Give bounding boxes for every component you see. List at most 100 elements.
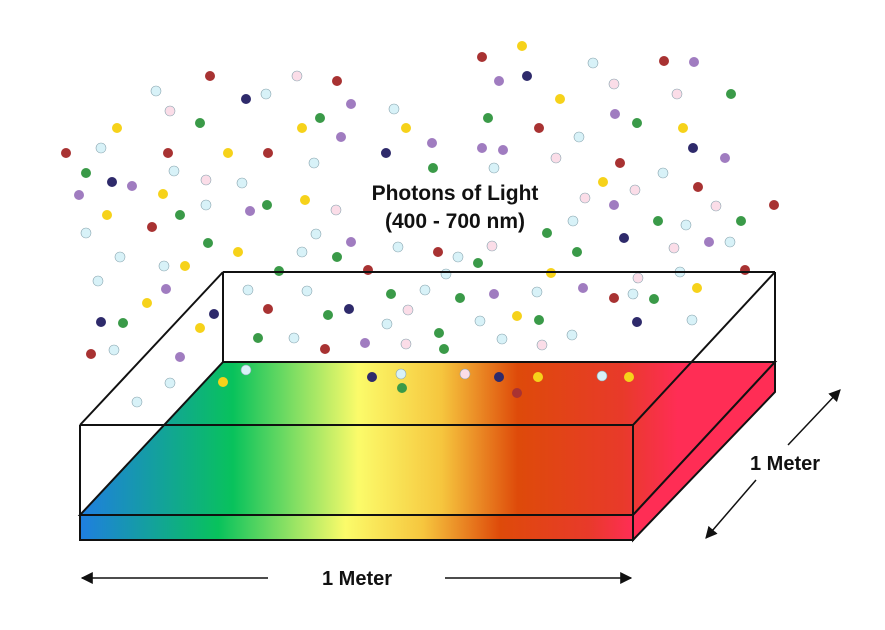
photon-dot — [200, 174, 212, 186]
photon-dot — [629, 184, 641, 196]
photon-dot — [668, 242, 680, 254]
photon-dot — [572, 247, 582, 257]
box-back-edges — [222, 271, 776, 362]
photon-dot — [419, 284, 431, 296]
photon-dot — [263, 304, 273, 314]
photon-dot — [147, 222, 157, 232]
photon-dot — [363, 265, 373, 275]
photon-dot — [533, 372, 543, 382]
photon-dot — [260, 88, 272, 100]
photon-dot — [649, 294, 659, 304]
photon-dot — [433, 247, 443, 257]
photon-dot — [596, 370, 608, 382]
photon-dot — [688, 143, 698, 153]
photon-dot — [158, 189, 168, 199]
photon-dot — [704, 237, 714, 247]
photon-dot — [315, 113, 325, 123]
photon-dot — [241, 94, 251, 104]
photon-dot — [578, 283, 588, 293]
photon-dot — [555, 94, 565, 104]
photon-dot — [195, 323, 205, 333]
photon-dot — [108, 344, 120, 356]
photon-dot — [494, 76, 504, 86]
photon-dot — [736, 216, 746, 226]
photon-dot — [769, 200, 779, 210]
photon-dot — [401, 123, 411, 133]
photon-dot — [346, 237, 356, 247]
photon-dot — [388, 103, 400, 115]
photon-dot — [205, 71, 215, 81]
photon-dot — [434, 328, 444, 338]
photon-dot — [291, 70, 303, 82]
photon-dot — [346, 99, 356, 109]
photon-dot — [381, 148, 391, 158]
photon-dot — [332, 252, 342, 262]
photon-dot — [653, 216, 663, 226]
photon-dot — [161, 284, 171, 294]
photon-dot — [209, 309, 219, 319]
photon-dot — [150, 85, 162, 97]
photon-dot — [692, 283, 702, 293]
photon-dot — [686, 314, 698, 326]
photon-dot — [131, 396, 143, 408]
photon-dot — [542, 228, 552, 238]
photon-dot — [164, 377, 176, 389]
photon-dot — [175, 210, 185, 220]
photon-dot — [344, 304, 354, 314]
photon-dot — [74, 190, 84, 200]
photon-dot — [397, 383, 407, 393]
photon-dot — [534, 315, 544, 325]
photon-dot — [632, 317, 642, 327]
photon-dot — [330, 204, 342, 216]
photon-dot — [473, 258, 483, 268]
photon-dot — [92, 275, 104, 287]
photon-dot — [262, 200, 272, 210]
photon-dot — [566, 329, 578, 341]
photon-dot — [107, 177, 117, 187]
photon-dot — [164, 105, 176, 117]
photon-dot — [395, 368, 407, 380]
photon-dot — [536, 339, 548, 351]
photon-dot — [477, 143, 487, 153]
width-label: 1 Meter — [322, 568, 392, 590]
depth-label: 1 Meter — [750, 453, 820, 475]
photon-dot — [142, 298, 152, 308]
photon-dot — [522, 71, 532, 81]
spectrum-front-face — [79, 514, 634, 541]
photon-dot — [80, 227, 92, 239]
photon-dot — [494, 372, 504, 382]
photon-dot — [624, 372, 634, 382]
photon-dot — [693, 182, 703, 192]
photon-dot — [587, 57, 599, 69]
photon-dot — [200, 199, 212, 211]
photon-dot — [632, 118, 642, 128]
box-front-edges — [79, 271, 776, 540]
surface-photons — [218, 364, 634, 398]
photon-dot — [440, 268, 452, 280]
photon-dot — [233, 247, 243, 257]
photon-dot — [118, 318, 128, 328]
depth-arrow-lower — [705, 479, 757, 539]
photon-dot — [671, 88, 683, 100]
photon-dot — [332, 76, 342, 86]
photon-dot — [550, 152, 562, 164]
photon-dot — [242, 284, 254, 296]
photon-dot — [573, 131, 585, 143]
photon-dot — [402, 304, 414, 316]
photon-dot — [236, 177, 248, 189]
photon-dot — [619, 233, 629, 243]
photon-dot — [678, 123, 688, 133]
photon-dot — [615, 158, 625, 168]
photon-dot — [608, 78, 620, 90]
photon-dot — [598, 177, 608, 187]
photon-dot — [428, 163, 438, 173]
photon-dot — [627, 288, 639, 300]
photon-dot — [720, 153, 730, 163]
photon-dot — [61, 148, 71, 158]
photon-dot — [127, 181, 137, 191]
photon-dot — [163, 148, 173, 158]
title-line-2: (400 - 700 nm) — [385, 210, 525, 233]
photon-dot — [114, 251, 126, 263]
